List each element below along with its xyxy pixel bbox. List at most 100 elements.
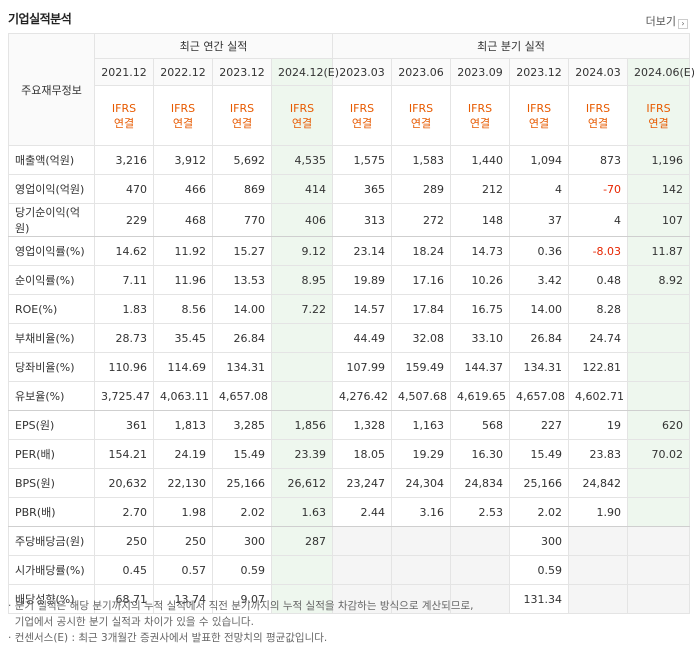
table-cell: 22,130 <box>153 468 213 498</box>
table-cell: 25,166 <box>509 468 570 498</box>
table-cell: 24,834 <box>450 468 511 498</box>
ifrs-basis-header: IFRS 연결 <box>94 85 154 146</box>
table-cell: 17.16 <box>391 265 452 295</box>
table-cell: 24,842 <box>568 468 629 498</box>
basis-label: 연결 <box>113 116 135 130</box>
table-cell <box>568 526 629 556</box>
table-cell: 4,276.42 <box>332 381 393 411</box>
table-cell: 770 <box>212 203 272 237</box>
ifrs-label: IFRS <box>585 101 611 115</box>
table-cell: 28.73 <box>94 323 154 353</box>
more-link[interactable]: 더보기 › <box>646 13 688 29</box>
row-label: 당기순이익(억원) <box>8 203 95 237</box>
row-label: 매출액(억원) <box>8 145 95 175</box>
annual-group-header: 최근 연간 실적 <box>93 33 334 59</box>
table-cell: 289 <box>391 174 452 204</box>
table-cell: 107.99 <box>332 352 393 382</box>
table-cell: 227 <box>509 410 570 440</box>
table-cell: 0.59 <box>509 555 570 585</box>
row-label: 당좌비율(%) <box>8 352 95 382</box>
table-row: 매출액(억원) 3,216 3,912 5,692 4,535 1,575 1,583 1,4… <box>8 145 691 175</box>
table-cell: 159.49 <box>391 352 452 382</box>
table-cell: 0.59 <box>212 555 272 585</box>
table-cell: 0.57 <box>153 555 213 585</box>
more-label: 더보기 <box>645 15 676 28</box>
table-cell: 1,163 <box>391 410 452 440</box>
period-header: 2024.03 <box>568 58 629 86</box>
table-cell: 11.96 <box>153 265 213 295</box>
table-cell <box>450 526 511 556</box>
footnote-quarterly: · 분기 실적은 해당 분기까지의 누적 실적에서 직전 분기까지의 누적 실적… <box>8 600 474 612</box>
table-row: 부채비율(%) 28.73 35.45 26.84 44.49 32.08 33.10 26.… <box>8 323 691 353</box>
table-row: 주당배당금(원) 250 250 300 287 300 <box>8 526 691 556</box>
table-cell <box>450 584 511 614</box>
table-cell: 5,692 <box>212 145 272 175</box>
table-cell <box>627 381 691 411</box>
table-cell: 24.19 <box>153 439 213 469</box>
basis-label: 연결 <box>172 116 194 130</box>
table-cell <box>391 584 452 614</box>
ifrs-label: IFRS <box>111 101 137 115</box>
table-cell: 468 <box>153 203 213 237</box>
table-cell: 1,440 <box>450 145 511 175</box>
table-cell: 1.63 <box>270 497 334 527</box>
table-cell: 35.45 <box>153 323 213 353</box>
table-cell: 4,602.71 <box>568 381 629 411</box>
table-corner-header: 주요재무정보 <box>8 33 95 146</box>
table-cell: 4 <box>568 203 629 237</box>
period-header: 2024.12(E) <box>270 58 339 86</box>
table-cell: 16.30 <box>450 439 511 469</box>
table-cell: 300 <box>509 526 570 556</box>
ifrs-label: IFRS <box>646 101 671 115</box>
period-header: 2023.03 <box>332 58 393 86</box>
ifrs-label: IFRS <box>349 101 375 115</box>
ifrs-label: IFRS <box>467 101 493 115</box>
table-cell: 148 <box>450 203 511 237</box>
table-cell: 3,912 <box>153 145 213 175</box>
table-cell: 4 <box>509 174 570 204</box>
table-cell: 23,247 <box>332 468 393 498</box>
table-cell <box>332 555 393 585</box>
table-cell: 1.90 <box>568 497 629 527</box>
table-cell: -70 <box>568 174 629 204</box>
table-cell <box>568 555 629 585</box>
table-cell: 466 <box>153 174 213 204</box>
table-cell: 44.49 <box>332 323 393 353</box>
basis-label: 연결 <box>410 116 432 130</box>
row-label: BPS(원) <box>8 468 95 498</box>
table-cell: 20,632 <box>94 468 154 498</box>
table-cell: 24.74 <box>568 323 629 353</box>
period-header: 2023.06 <box>391 58 452 86</box>
table-row: 영업이익(억원) 470 466 869 414 365 289 212 4 -70 142 <box>8 174 691 204</box>
table-cell: 1,813 <box>153 410 213 440</box>
table-cell: 19.89 <box>332 265 393 295</box>
table-cell: -8.03 <box>568 236 629 266</box>
table-cell: 26.84 <box>212 323 272 353</box>
table-cell: 23.39 <box>270 439 334 469</box>
ifrs-label: IFRS <box>289 101 315 115</box>
period-header-row: 2021.12 2022.12 2023.12 2024.12(E) 2023.03 20… <box>9 58 694 86</box>
table-cell: 37 <box>509 203 570 237</box>
basis-label: 연결 <box>351 116 373 130</box>
financial-summary-table: 주요재무정보 최근 연간 실적 최근 분기 실적 2021.12 2022.12 2… <box>8 33 694 614</box>
row-label: 배당성향(%) <box>8 584 95 614</box>
table-cell: 2.53 <box>450 497 511 527</box>
ifrs-label: IFRS <box>408 101 434 115</box>
table-cell <box>270 381 334 411</box>
table-cell <box>627 294 691 324</box>
table-cell: 3,216 <box>94 145 154 175</box>
table-cell <box>627 526 691 556</box>
table-cell: 26,612 <box>270 468 334 498</box>
table-cell: 1,094 <box>509 145 570 175</box>
row-label: 주당배당금(원) <box>8 526 95 556</box>
chevron-right-icon: › <box>678 19 688 29</box>
table-row: 시가배당률(%) 0.45 0.57 0.59 0.59 <box>8 555 691 585</box>
table-row: PER(배) 154.21 24.19 15.49 23.39 18.05 19.29 16.… <box>8 439 691 469</box>
row-label: 영업이익(억원) <box>8 174 95 204</box>
basis-label: 연결 <box>291 116 313 130</box>
table-cell: 272 <box>391 203 452 237</box>
ifrs-label: IFRS <box>229 101 255 115</box>
row-label: 영업이익률(%) <box>8 236 95 266</box>
table-row: 순이익률(%) 7.11 11.96 13.53 8.95 19.89 17.16 10.26… <box>8 265 691 295</box>
table-cell: 142 <box>627 174 691 204</box>
